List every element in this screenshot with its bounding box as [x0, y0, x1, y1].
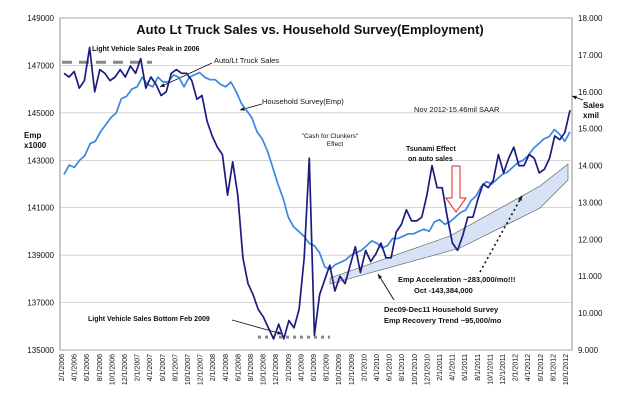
x-tick-label: 4/1/2011: [450, 354, 457, 381]
annotation-recovery-1: Dec09-Dec11 Household Survey: [384, 305, 499, 314]
annotation-clunkers-2: Effect: [327, 141, 344, 148]
x-tick-label: 8/1/2009: [324, 354, 331, 381]
left-axis-ticks: 135000 137000 139000 141000 143000 145000 1470…: [27, 14, 54, 355]
x-axis-ticks: 2/1/2006 4/1/2006 6/1/2006 8/1/2006 10/1/200…: [59, 354, 570, 385]
right-axis-ticks: 9.000 10.000 11.000 12.000 13.000 14.000 15.00…: [578, 14, 603, 355]
annotation-sales-series: Auto/Lt Truck Sales: [214, 56, 279, 65]
x-tick-label: 4/1/2010: [374, 354, 381, 381]
annotation-clunkers-1: "Cash for Clunkers": [302, 133, 359, 140]
x-tick-label: 12/1/2010: [424, 354, 431, 385]
x-tick-label: 2/1/2011: [437, 354, 444, 381]
arrow-bottom-2009: [231, 319, 283, 335]
tsunami-arrow-icon: [445, 165, 467, 213]
left-tick-label: 139000: [27, 251, 54, 260]
x-tick-label: 10/1/2011: [487, 354, 494, 385]
arrow-emp-accel-head: [518, 196, 522, 201]
x-tick-label: 12/1/2007: [198, 354, 205, 385]
right-tick-label: 16.000: [578, 88, 603, 97]
x-tick-label: 8/1/2007: [172, 354, 179, 381]
x-tick-label: 2/1/2008: [210, 354, 217, 381]
chart-title: Auto Lt Truck Sales vs. Household Survey…: [136, 22, 483, 37]
right-tick-label: 15.000: [578, 125, 603, 134]
left-axis-label-1: Emp: [24, 131, 41, 140]
household-emp-series-line: [63, 71, 571, 271]
right-axis-label-2: xmil: [583, 111, 599, 120]
x-tick-label: 2/1/2010: [361, 354, 368, 381]
annotation-peak-2006: Light Vehicle Sales Peak in 2006: [92, 46, 199, 53]
x-tick-label: 2/1/2009: [286, 354, 293, 381]
series-lines: [63, 46, 571, 340]
x-tick-label: 10/1/2010: [412, 354, 419, 385]
left-tick-label: 141000: [27, 204, 54, 213]
right-tick-label: 9.000: [578, 346, 599, 355]
x-tick-label: 4/1/2009: [298, 354, 305, 381]
x-tick-label: 8/1/2010: [399, 354, 406, 381]
x-tick-label: 4/1/2012: [525, 354, 532, 381]
x-tick-label: 12/1/2006: [122, 354, 129, 385]
x-tick-label: 4/1/2006: [72, 354, 79, 381]
arrow-sales-series-head: [160, 83, 165, 87]
x-tick-label: 6/1/2008: [235, 354, 242, 381]
left-tick-label: 147000: [27, 61, 54, 70]
left-tick-label: 149000: [27, 14, 54, 23]
x-tick-label: 10/1/2006: [109, 354, 116, 385]
annotation-emp-accel-1: Emp Acceleration ~283,000/mo!!!: [398, 275, 515, 284]
x-tick-label: 8/1/2008: [248, 354, 255, 381]
sales-series-line: [63, 46, 571, 340]
annotation-nov-2012: Nov 2012-15.46mil SAAR: [414, 105, 500, 114]
right-axis-label-1: Sales: [583, 101, 604, 110]
right-tick-label: 18.000: [578, 14, 603, 23]
x-tick-label: 8/1/2006: [97, 354, 104, 381]
annotation-tsunami-1: Tsunami Effect: [406, 146, 456, 153]
x-tick-label: 10/1/2007: [185, 354, 192, 385]
left-axis-label-2: x1000: [24, 141, 47, 150]
x-tick-label: 6/1/2006: [84, 354, 91, 381]
x-tick-label: 4/1/2008: [223, 354, 230, 381]
x-tick-label: 2/1/2006: [59, 354, 66, 381]
x-tick-label: 10/1/2008: [261, 354, 268, 385]
arrow-recovery-trend-head: [378, 274, 383, 279]
left-tick-label: 135000: [27, 346, 54, 355]
arrow-bottom-2009-head: [277, 330, 282, 335]
annotation-recovery-2: Emp Recovery Trend ~95,000/mo: [384, 316, 502, 325]
annotation-tsunami-2: on auto sales: [408, 156, 453, 163]
chart-decorations: [62, 60, 584, 339]
x-tick-label: 12/1/2011: [500, 354, 507, 385]
x-tick-label: 6/1/2011: [462, 354, 469, 381]
left-tick-label: 137000: [27, 299, 54, 308]
left-tick-label: 145000: [27, 109, 54, 118]
x-tick-label: 6/1/2007: [160, 354, 167, 381]
right-tick-label: 14.000: [578, 162, 603, 171]
x-tick-label: 10/1/2009: [336, 354, 343, 385]
x-tick-label: 12/1/2009: [349, 354, 356, 385]
x-tick-label: 6/1/2012: [538, 354, 545, 381]
annotation-emp-accel-2: Oct -143,384,000: [414, 286, 473, 295]
right-tick-label: 17.000: [578, 51, 603, 60]
x-tick-label: 2/1/2012: [513, 354, 520, 381]
x-tick-label: 4/1/2007: [147, 354, 154, 381]
x-tick-label: 6/1/2009: [311, 354, 318, 381]
x-tick-label: 12/1/2008: [273, 354, 280, 385]
right-tick-label: 11.000: [578, 272, 602, 281]
annotation-household-series: Household Survey(Emp): [262, 97, 344, 106]
gridlines: [59, 17, 573, 351]
left-tick-label: 143000: [27, 156, 54, 165]
right-tick-label: 12.000: [578, 235, 603, 244]
x-tick-label: 2/1/2007: [135, 354, 142, 381]
right-tick-label: 13.000: [578, 198, 603, 207]
x-tick-label: 6/1/2010: [387, 354, 394, 381]
x-tick-label: 8/1/2012: [550, 354, 557, 381]
arrow-nov-2012-head: [572, 95, 577, 100]
recovery-trend-band: [329, 163, 569, 285]
right-tick-label: 10.000: [578, 309, 603, 318]
arrow-recovery-trend: [377, 273, 395, 301]
annotation-bottom-2009: Light Vehicle Sales Bottom Feb 2009: [88, 316, 210, 323]
x-tick-label: 10/1/2012: [563, 354, 570, 385]
x-tick-label: 8/1/2011: [475, 354, 482, 381]
